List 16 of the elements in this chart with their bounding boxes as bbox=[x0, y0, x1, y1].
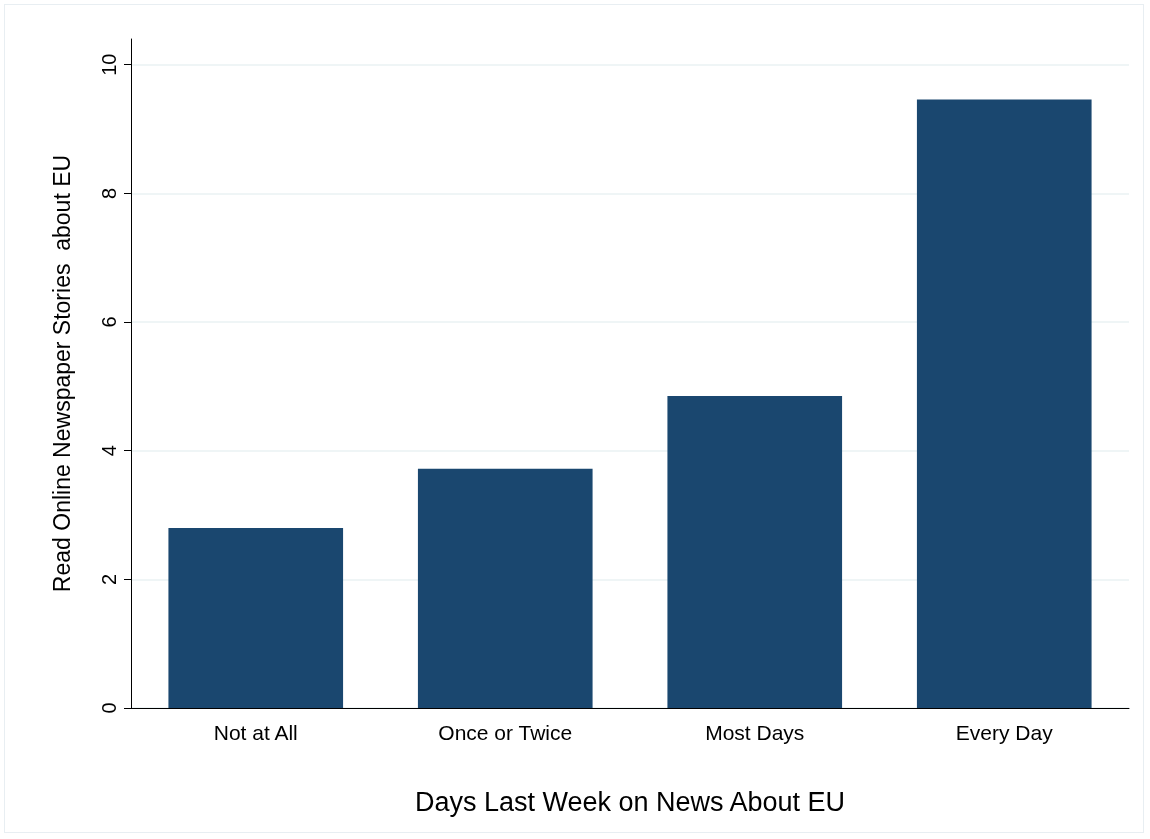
x-tick-label: Most Days bbox=[705, 721, 805, 744]
y-tick-label: 0 bbox=[98, 702, 120, 714]
x-tick-label: Not at All bbox=[213, 721, 298, 744]
y-axis-title: Read Online Newspaper Stories about EU bbox=[48, 154, 75, 593]
x-axis-title: Days Last Week on News About EU bbox=[414, 786, 846, 817]
bar bbox=[417, 468, 593, 708]
bar bbox=[916, 99, 1092, 708]
y-tick-label: 6 bbox=[98, 316, 120, 328]
bar bbox=[667, 396, 843, 708]
y-tick-label: 4 bbox=[98, 445, 120, 457]
y-tick-label: 10 bbox=[98, 53, 120, 76]
bar bbox=[168, 527, 344, 708]
y-tick-label: 2 bbox=[98, 573, 120, 585]
x-tick-label: Once or Twice bbox=[438, 721, 573, 744]
y-tick-label: 8 bbox=[98, 187, 120, 199]
x-tick-label: Every Day bbox=[955, 721, 1054, 744]
